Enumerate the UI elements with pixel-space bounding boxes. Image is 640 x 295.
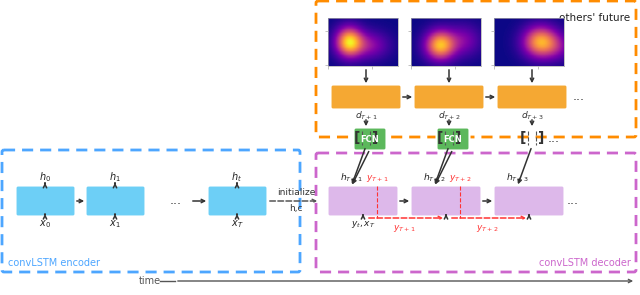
Text: $y_{T+1}$: $y_{T+1}$: [365, 173, 388, 184]
Text: convLSTM decoder: convLSTM decoder: [539, 258, 631, 268]
Text: $d_{T+2}$: $d_{T+2}$: [438, 110, 460, 122]
Text: ...: ...: [567, 194, 579, 207]
FancyBboxPatch shape: [330, 84, 401, 109]
FancyBboxPatch shape: [207, 186, 268, 217]
FancyBboxPatch shape: [410, 186, 481, 217]
Text: ...: ...: [548, 132, 560, 145]
Text: $h_{T+3}$: $h_{T+3}$: [506, 171, 529, 184]
Text: [: [: [520, 131, 526, 145]
Text: $h_0$: $h_0$: [39, 170, 51, 184]
FancyBboxPatch shape: [15, 186, 76, 217]
FancyBboxPatch shape: [86, 186, 145, 217]
Text: convLSTM encoder: convLSTM encoder: [8, 258, 100, 268]
Text: ...: ...: [573, 91, 585, 104]
Text: $d_{T+3}$: $d_{T+3}$: [520, 110, 543, 122]
Text: time: time: [139, 276, 161, 286]
FancyBboxPatch shape: [497, 84, 568, 109]
Text: initialize: initialize: [277, 188, 315, 197]
FancyBboxPatch shape: [413, 84, 484, 109]
FancyBboxPatch shape: [328, 186, 399, 217]
Text: $h_1$: $h_1$: [109, 170, 121, 184]
Text: FCN: FCN: [360, 135, 380, 143]
Text: $x_0$: $x_0$: [39, 218, 51, 230]
Text: $x_T$: $x_T$: [230, 218, 243, 230]
FancyBboxPatch shape: [353, 127, 387, 150]
FancyBboxPatch shape: [436, 127, 470, 150]
Text: $x_1$: $x_1$: [109, 218, 121, 230]
Text: FCN: FCN: [444, 135, 462, 143]
Text: $y_t, x_T$: $y_t, x_T$: [351, 219, 375, 230]
Text: $y_{T+1}$: $y_{T+1}$: [393, 223, 415, 234]
Text: $d_{T+1}$: $d_{T+1}$: [355, 110, 378, 122]
Text: $h_t$: $h_t$: [232, 170, 243, 184]
Text: $h_{T+2}$: $h_{T+2}$: [422, 171, 445, 184]
Text: others' future: others' future: [559, 13, 630, 23]
Text: [: [: [437, 131, 443, 145]
Text: ...: ...: [170, 194, 182, 207]
Text: $h_{T+1}$: $h_{T+1}$: [340, 171, 362, 184]
Text: $y_{T+2}$: $y_{T+2}$: [476, 223, 499, 234]
Text: ]: ]: [455, 131, 461, 145]
Text: h,c: h,c: [289, 204, 303, 213]
Text: ]: ]: [538, 131, 544, 145]
Text: [: [: [354, 131, 360, 145]
Text: ]: ]: [372, 131, 378, 145]
FancyBboxPatch shape: [493, 186, 564, 217]
Text: $y_{T+2}$: $y_{T+2}$: [449, 173, 471, 184]
